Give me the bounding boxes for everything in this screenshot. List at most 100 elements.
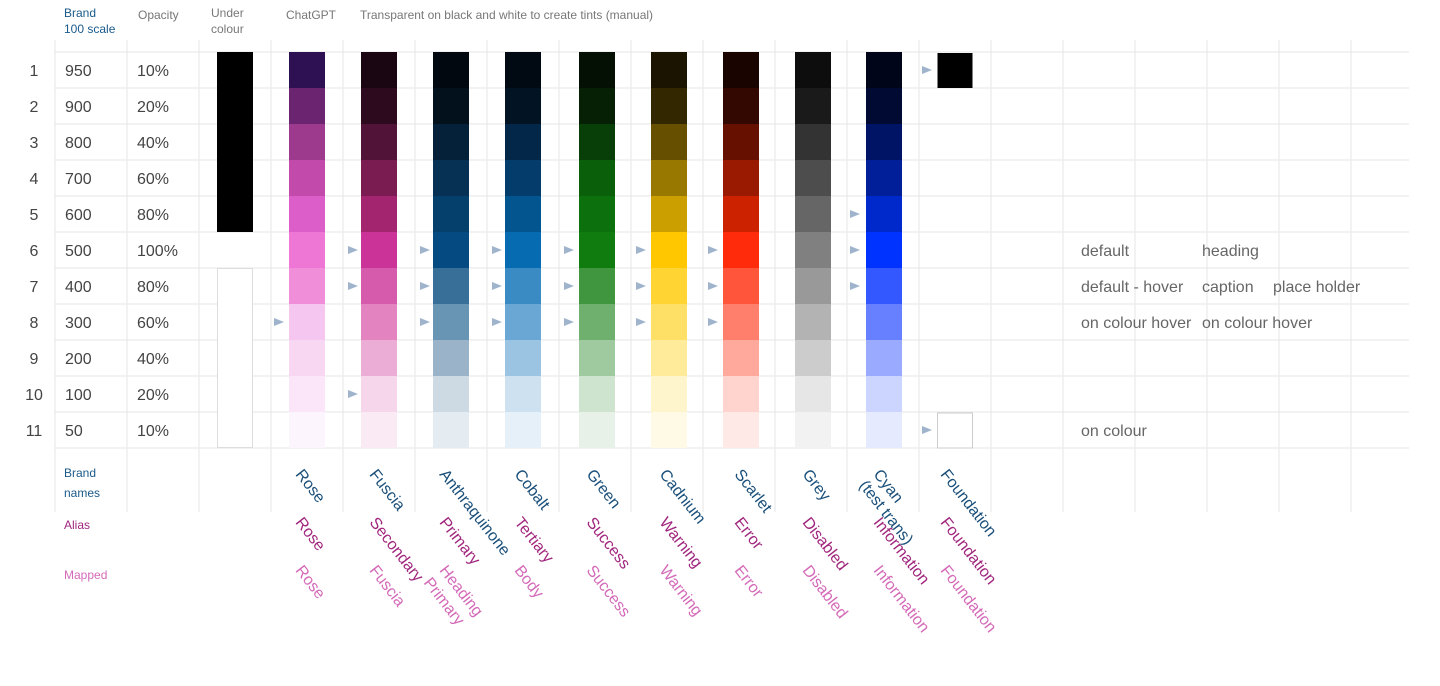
- usage-note: on colour: [1081, 423, 1147, 440]
- swatch: [651, 196, 687, 232]
- row-number: 7: [30, 279, 39, 296]
- row-number: 5: [30, 207, 39, 224]
- swatch: [795, 160, 831, 196]
- brand-name: Grey: [799, 467, 834, 505]
- usage-note: caption: [1202, 279, 1254, 296]
- opacity-step: 60%: [137, 315, 169, 332]
- brand-mapped: Warning: [656, 563, 706, 620]
- opacity-step: 20%: [137, 99, 169, 116]
- arrow: [636, 282, 646, 290]
- brand-mapped-line: Body: [511, 563, 547, 602]
- swatch: [579, 88, 615, 124]
- swatch: [361, 232, 397, 268]
- under-black: [217, 52, 253, 232]
- brand-name: Anthraquinone: [436, 467, 514, 560]
- usage-note: default - hover: [1081, 279, 1184, 296]
- swatch: [505, 232, 541, 268]
- swatch: [433, 268, 469, 304]
- arrow: [636, 246, 646, 254]
- swatch: [723, 376, 759, 412]
- swatch: [723, 340, 759, 376]
- swatch: [866, 196, 902, 232]
- arrow: [348, 246, 358, 254]
- brand-mapped-line: Success: [583, 563, 634, 621]
- brand-name-line: Scarlet: [731, 467, 775, 517]
- swatch: [433, 196, 469, 232]
- swatch: [937, 412, 973, 449]
- scale-header-line: 100 scale: [64, 22, 116, 36]
- swatch: [723, 304, 759, 340]
- swatch: [289, 268, 325, 304]
- swatch: [723, 52, 759, 88]
- brand-mapped: Error: [731, 563, 767, 602]
- swatch: [866, 124, 902, 160]
- swatch: [723, 124, 759, 160]
- swatch: [289, 340, 325, 376]
- swatch: [289, 196, 325, 232]
- swatch: [579, 124, 615, 160]
- swatch: [289, 412, 325, 448]
- arrow: [564, 318, 574, 326]
- brand-alias-line: Rose: [292, 515, 328, 555]
- swatch: [505, 412, 541, 448]
- swatch: [651, 160, 687, 196]
- swatch: [579, 304, 615, 340]
- under-header-line: colour: [211, 22, 244, 36]
- arrow: [564, 246, 574, 254]
- swatch: [723, 196, 759, 232]
- swatch: [505, 304, 541, 340]
- swatch: [289, 376, 325, 412]
- brand-alias: Rose: [292, 515, 328, 555]
- row-number: 11: [26, 423, 43, 440]
- row-number: 4: [30, 171, 39, 188]
- swatch: [579, 232, 615, 268]
- row-number: 8: [30, 315, 39, 332]
- brand-alias-line: Success: [583, 515, 634, 573]
- swatch: [866, 88, 902, 124]
- swatch: [505, 268, 541, 304]
- arrow: [708, 318, 718, 326]
- swatch: [937, 53, 973, 88]
- chatgpt-header: ChatGPT: [286, 8, 337, 22]
- swatch: [723, 88, 759, 124]
- row-number: 10: [25, 387, 43, 404]
- scale-header: Brand 100 scale: [64, 6, 116, 36]
- swatch: [289, 160, 325, 196]
- swatch: [866, 52, 902, 88]
- opacity-step: 60%: [137, 171, 169, 188]
- opacity-step: 20%: [137, 387, 169, 404]
- swatch: [866, 412, 902, 448]
- legend-alias: Alias: [64, 518, 90, 532]
- brand-mapped: Success: [583, 563, 634, 621]
- swatch: [505, 196, 541, 232]
- swatch: [505, 52, 541, 88]
- legend-names: Brand names: [64, 466, 100, 500]
- swatch: [579, 268, 615, 304]
- swatch: [361, 124, 397, 160]
- row-number: 6: [30, 243, 39, 260]
- arrow: [850, 282, 860, 290]
- row-number: 3: [30, 135, 39, 152]
- opacity-step: 80%: [137, 207, 169, 224]
- arrow: [492, 246, 502, 254]
- swatch: [866, 376, 902, 412]
- scale-step: 200: [65, 351, 92, 368]
- swatch: [651, 340, 687, 376]
- swatch: [289, 124, 325, 160]
- brand-mapped-line: Warning: [656, 563, 706, 620]
- swatch: [795, 376, 831, 412]
- swatch: [651, 88, 687, 124]
- swatch: [795, 412, 831, 448]
- scale-step: 400: [65, 279, 92, 296]
- row-number: 9: [30, 351, 39, 368]
- under-header: Under colour: [211, 6, 244, 36]
- swatch: [433, 340, 469, 376]
- swatch: [289, 52, 325, 88]
- swatch: [361, 340, 397, 376]
- swatch: [361, 412, 397, 448]
- opacity-step: 10%: [137, 63, 169, 80]
- arrow: [564, 282, 574, 290]
- swatch: [433, 88, 469, 124]
- usage-note: on colour hover: [1081, 315, 1192, 332]
